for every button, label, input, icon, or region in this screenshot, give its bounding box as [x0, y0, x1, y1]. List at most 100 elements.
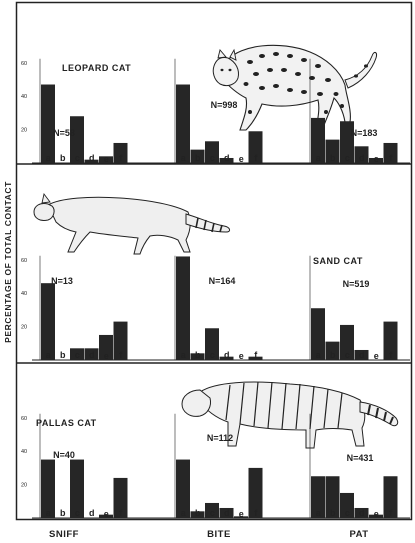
bar-d	[354, 507, 369, 518]
category-label: d	[359, 508, 365, 518]
bar-c	[340, 121, 354, 163]
bar-d	[219, 356, 234, 360]
category-label: b	[195, 153, 201, 163]
bar-e	[369, 514, 383, 518]
category-label: e	[104, 509, 109, 519]
category-label: e	[239, 351, 244, 361]
sample-size-label: N=112	[207, 433, 233, 443]
y-tick-label: 60	[21, 61, 27, 67]
bar-d	[354, 349, 369, 360]
category-label: a	[316, 153, 322, 163]
y-axis-label: PERCENTAGE OF TOTAL CONTACT	[3, 181, 13, 343]
figure-frame	[15, 1, 413, 521]
bar-f	[383, 476, 398, 518]
category-label: f	[389, 153, 393, 163]
category-label: a	[181, 508, 187, 518]
bar-b	[190, 353, 205, 360]
species-title-leopard-cat: LEOPARD CAT	[62, 63, 131, 73]
category-label: c	[345, 153, 350, 163]
category-label: a	[316, 508, 322, 518]
bar-d	[84, 348, 99, 360]
y-tick-label: 20	[21, 128, 27, 134]
bar-c	[340, 324, 354, 360]
category-label: e	[374, 351, 379, 361]
sample-size-label: N=164	[209, 276, 236, 286]
sample-size-label: N=13	[51, 276, 73, 286]
sample-size-label: N=519	[343, 279, 370, 289]
category-label: a	[181, 153, 187, 163]
category-label: e	[104, 154, 109, 164]
category-label: e	[374, 509, 379, 519]
y-tick-label: 40	[21, 291, 27, 297]
category-label: c	[210, 153, 215, 163]
bar-a	[41, 283, 55, 360]
bar-b	[325, 341, 340, 360]
bar-f	[113, 142, 128, 163]
category-label: c	[75, 508, 80, 518]
bar-d	[219, 507, 234, 518]
group-label-bite: BITE	[207, 529, 231, 540]
bar-f	[383, 321, 398, 360]
bar-b	[190, 149, 205, 163]
y-tick-label: 60	[21, 258, 27, 264]
bar-a	[176, 256, 190, 360]
bar-e	[99, 514, 113, 518]
category-label: b	[195, 508, 201, 518]
bar-b	[325, 139, 340, 163]
bar-b	[190, 511, 205, 518]
bar-a	[311, 476, 325, 518]
bar-f	[248, 131, 263, 163]
bar-a	[176, 459, 190, 518]
sample-size-label: N=998	[211, 100, 238, 110]
category-label: d	[359, 153, 365, 163]
category-label: d	[89, 153, 95, 163]
bar-d	[219, 157, 234, 163]
category-label: b	[330, 508, 336, 518]
category-label: f	[254, 350, 258, 360]
leopard-cat-illustration	[212, 44, 377, 131]
group-label-sniff: SNIFF	[49, 529, 79, 540]
category-label: d	[224, 153, 230, 163]
species-title-pallas-cat: PALLAS CAT	[36, 418, 97, 428]
category-label: d	[359, 350, 365, 360]
category-label: c	[210, 508, 215, 518]
category-label: a	[46, 508, 52, 518]
category-label: c	[345, 508, 350, 518]
category-label: e	[239, 154, 244, 164]
category-label: f	[254, 153, 258, 163]
sample-size-label: N=40	[53, 450, 75, 460]
category-label: d	[89, 350, 95, 360]
bar-a	[311, 308, 325, 360]
category-label: d	[89, 508, 95, 518]
bar-d	[354, 146, 369, 163]
bar-f	[383, 142, 398, 163]
category-label: f	[119, 350, 123, 360]
sand-cat-illustration	[33, 192, 231, 255]
category-label: e	[239, 509, 244, 519]
bar-f	[248, 356, 263, 360]
bar-c	[340, 492, 354, 518]
bar-c	[70, 348, 84, 360]
bar-f	[248, 467, 263, 518]
group-label-pat: PAT	[349, 529, 368, 540]
category-label: b	[60, 153, 66, 163]
category-label: e	[374, 154, 379, 164]
category-label: b	[60, 350, 66, 360]
category-label: c	[75, 153, 80, 163]
bar-c	[205, 141, 219, 163]
y-tick-label: 40	[21, 94, 27, 100]
category-label: e	[104, 351, 109, 361]
category-label: a	[46, 153, 52, 163]
category-label: a	[181, 350, 187, 360]
bar-c	[205, 328, 219, 360]
bar-b	[325, 476, 340, 518]
category-label: f	[119, 508, 123, 518]
y-tick-label: 20	[21, 325, 27, 331]
category-label: b	[330, 350, 336, 360]
y-tick-label: 60	[21, 416, 27, 422]
bar-a	[41, 84, 55, 163]
sample-size-label: N=183	[351, 128, 378, 138]
bar-a	[41, 459, 55, 518]
category-label: f	[389, 350, 393, 360]
bar-e	[369, 157, 383, 163]
